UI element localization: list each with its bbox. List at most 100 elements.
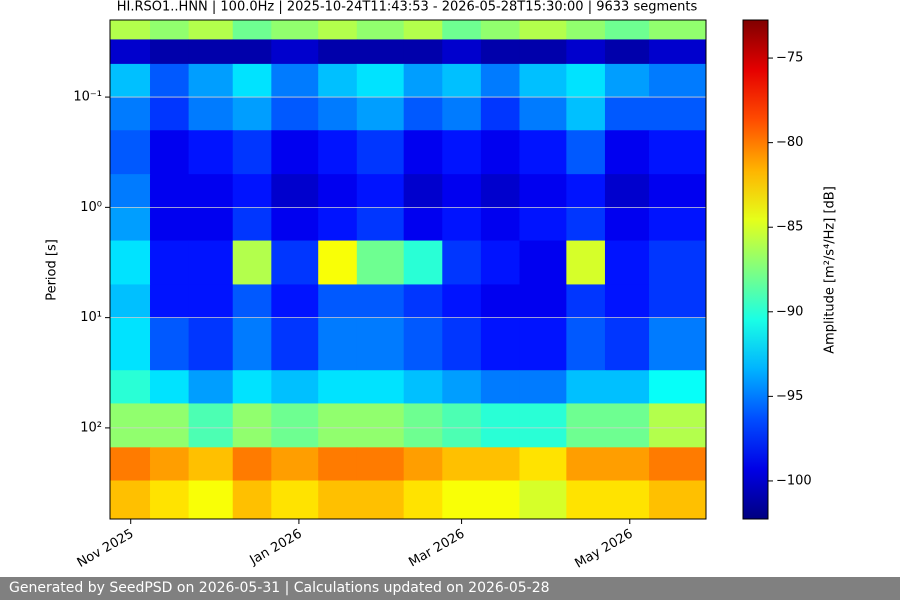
cell xyxy=(271,63,319,98)
cell xyxy=(403,39,443,65)
cell xyxy=(356,403,405,448)
cell xyxy=(604,20,650,40)
colorbar xyxy=(742,19,769,520)
cell xyxy=(356,97,405,131)
cell xyxy=(110,370,151,404)
cell xyxy=(519,207,567,242)
cell xyxy=(110,207,151,242)
cell xyxy=(442,97,482,131)
colorbar-tick-label: −95 xyxy=(776,389,803,404)
x-tick-label: Nov 2025 xyxy=(75,527,137,571)
cell xyxy=(519,174,567,208)
cell xyxy=(649,317,707,371)
cell xyxy=(480,20,520,40)
cell xyxy=(318,447,358,482)
cell xyxy=(442,317,482,371)
cell xyxy=(519,284,567,319)
cell xyxy=(480,284,520,319)
cell xyxy=(519,39,567,65)
cell xyxy=(519,317,567,371)
cell xyxy=(649,39,707,65)
cell xyxy=(318,207,358,242)
cell xyxy=(403,240,443,285)
cell xyxy=(566,97,606,131)
cell xyxy=(649,130,707,175)
cell xyxy=(403,174,443,208)
cell xyxy=(519,480,567,520)
cell xyxy=(318,130,358,175)
cell xyxy=(150,174,190,208)
cell xyxy=(403,97,443,131)
cell xyxy=(604,240,650,285)
colorbar-tick-label: −85 xyxy=(776,220,803,235)
cell xyxy=(403,370,443,404)
cell xyxy=(232,39,272,65)
cell xyxy=(150,447,190,482)
cell xyxy=(188,39,234,65)
cell xyxy=(604,207,650,242)
cell xyxy=(232,370,272,404)
cell xyxy=(188,317,234,371)
cell xyxy=(188,97,234,131)
cell xyxy=(566,284,606,319)
cell xyxy=(110,317,151,371)
cell xyxy=(442,480,482,520)
cell xyxy=(110,39,151,65)
cell xyxy=(649,207,707,242)
cell xyxy=(356,447,405,482)
cell xyxy=(110,480,151,520)
cell xyxy=(604,130,650,175)
cell xyxy=(604,284,650,319)
cell xyxy=(232,480,272,520)
cell xyxy=(150,284,190,319)
cell xyxy=(566,20,606,40)
cell xyxy=(356,130,405,175)
cell xyxy=(649,480,707,520)
cell xyxy=(150,20,190,40)
cell xyxy=(604,370,650,404)
y-axis-label: Period [s] xyxy=(45,239,60,301)
cell xyxy=(232,130,272,175)
cell xyxy=(442,63,482,98)
cell xyxy=(356,370,405,404)
cell xyxy=(442,130,482,175)
cell xyxy=(649,403,707,448)
cell xyxy=(519,370,567,404)
cell xyxy=(271,284,319,319)
cell xyxy=(318,97,358,131)
cell xyxy=(232,403,272,448)
cell xyxy=(604,63,650,98)
colorbar-tick-label: −90 xyxy=(776,304,803,319)
cell xyxy=(480,63,520,98)
cell xyxy=(356,20,405,40)
cell xyxy=(232,20,272,40)
cell xyxy=(318,39,358,65)
cell xyxy=(480,370,520,404)
cell xyxy=(566,240,606,285)
cell xyxy=(318,370,358,404)
cell xyxy=(110,284,151,319)
cell xyxy=(442,207,482,242)
cell xyxy=(232,207,272,242)
cell xyxy=(150,480,190,520)
cell xyxy=(188,403,234,448)
cell xyxy=(150,370,190,404)
cell xyxy=(604,480,650,520)
cell xyxy=(480,130,520,175)
cell xyxy=(318,403,358,448)
cell xyxy=(649,174,707,208)
cell xyxy=(403,480,443,520)
cell xyxy=(150,403,190,448)
cell xyxy=(318,20,358,40)
cell xyxy=(480,480,520,520)
cell xyxy=(442,20,482,40)
cell xyxy=(403,130,443,175)
cell xyxy=(188,284,234,319)
cell xyxy=(188,447,234,482)
cell xyxy=(110,130,151,175)
cell xyxy=(566,447,606,482)
cell xyxy=(318,174,358,208)
cell xyxy=(356,240,405,285)
cell xyxy=(604,403,650,448)
